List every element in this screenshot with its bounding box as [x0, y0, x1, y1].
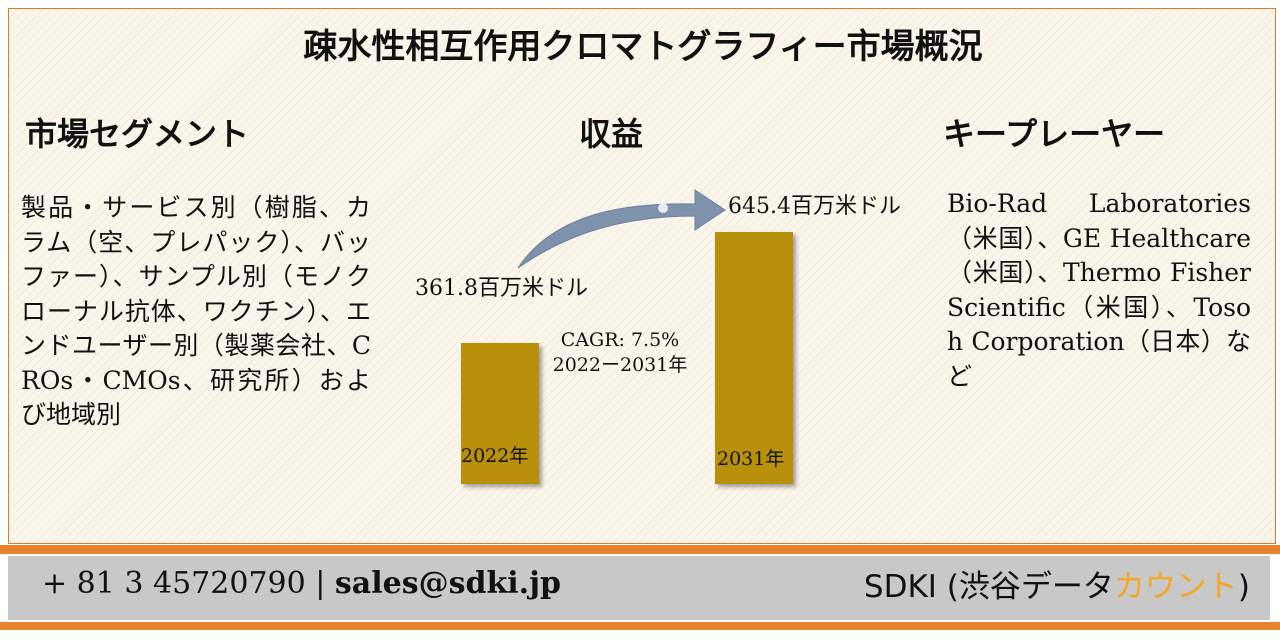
- page-title: 疎水性相互作用クロマトグラフィー市場概況: [303, 27, 983, 67]
- contact-email[interactable]: sales@sdki.jp: [334, 566, 561, 601]
- brand-end: ): [1237, 569, 1250, 605]
- infographic-panel: 疎水性相互作用クロマトグラフィー市場概況 市場セグメント 収益 キープレーヤー …: [8, 8, 1276, 544]
- cagr-label: CAGR: 7.5% 2022ー2031年: [540, 328, 700, 378]
- contact-separator: |: [315, 566, 326, 601]
- bar-2031: [715, 232, 793, 484]
- revenue-heading: 収益: [579, 115, 644, 153]
- brand-logo: SDKI (渋谷データカウント): [864, 561, 1250, 606]
- footer-stripe-bottom: [0, 622, 1280, 630]
- footer-stripe-top: [0, 545, 1280, 554]
- bar-category-label: 2022年: [461, 445, 529, 467]
- arrow-dot: [658, 203, 668, 213]
- cagr-rate: CAGR: 7.5%: [560, 329, 680, 351]
- growth-arrow-icon: [517, 189, 726, 269]
- brand-accent: カウント: [1113, 569, 1238, 605]
- segments-text: 製品・サービス別（樹脂、カラム（空、プレパック）、バッファー）、サンプル別（モノ…: [21, 193, 371, 429]
- brand-main: SDKI (渋谷データ: [863, 569, 1114, 605]
- bar-value-label: 645.4百万米ドル: [728, 194, 901, 219]
- footer-bar: [8, 556, 1270, 620]
- bar-value-label: 361.8百万米ドル: [415, 276, 588, 301]
- segments-heading: 市場セグメント: [25, 115, 250, 153]
- contact-info: + 81 3 45720790 | sales@sdki.jp: [42, 566, 561, 601]
- contact-phone: + 81 3 45720790: [42, 566, 306, 601]
- cagr-period: 2022ー2031年: [552, 354, 688, 376]
- players-heading: キープレーヤー: [943, 115, 1166, 153]
- players-text: Bio-Rad Laboratories（米国）、GE Healthcare（米…: [947, 189, 1251, 391]
- bar-2022: [461, 343, 539, 484]
- bar-category-label: 2031年: [717, 448, 785, 470]
